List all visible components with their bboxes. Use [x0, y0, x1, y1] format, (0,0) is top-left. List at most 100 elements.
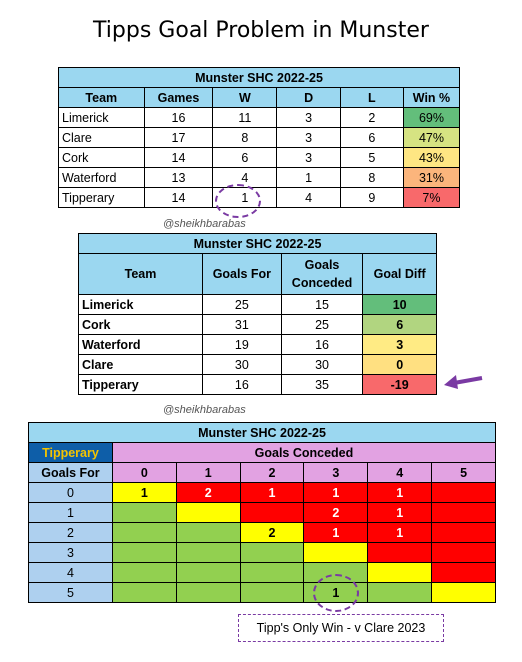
draws-cell: 3 — [276, 127, 341, 148]
x-tick-label: 5 — [431, 462, 496, 483]
heatmap-cell — [431, 522, 496, 543]
losses-cell: 8 — [339, 167, 404, 188]
heatmap-cell — [431, 542, 496, 563]
goals-conceded-header: Goals Conceded — [111, 442, 497, 463]
table-header-row: Team Goals For Goals Conceded Goal Diff — [77, 253, 437, 295]
table-row: Clare 30 30 0 — [77, 354, 437, 375]
wins-cell: 11 — [212, 107, 278, 128]
heatmap-cell — [111, 582, 177, 603]
column-header: Team — [77, 253, 204, 295]
team-cell: Clare — [77, 354, 204, 375]
wins-cell: 6 — [212, 147, 278, 168]
heatmap-cell: 1 — [303, 522, 369, 543]
y-tick-label: 1 — [28, 502, 113, 523]
x-tick-label: 4 — [367, 462, 433, 483]
highlight-circle — [313, 574, 359, 612]
win-pct-cell: 7% — [402, 187, 461, 208]
heatmap-cell — [303, 542, 369, 563]
table-row: Tipperary 14 1 4 9 7% — [58, 187, 461, 208]
heatmap-cell — [367, 562, 433, 583]
goals-conceded-cell: 15 — [280, 294, 364, 315]
heatmap-cell: 2 — [175, 482, 241, 503]
heatmap-cell — [431, 482, 496, 503]
heatmap-cell — [111, 562, 177, 583]
team-cell: Limerick — [58, 107, 145, 128]
column-header: L — [339, 87, 404, 108]
heatmap-cell: 1 — [367, 482, 433, 503]
heatmap-cell — [431, 562, 496, 583]
win-pct-cell: 31% — [402, 167, 461, 188]
games-cell: 16 — [143, 107, 214, 128]
team-cell: Waterford — [77, 334, 204, 355]
goal-diff-cell: 6 — [362, 314, 437, 335]
losses-cell: 5 — [339, 147, 404, 168]
column-header: D — [276, 87, 341, 108]
goal-difference-table: Munster SHC 2022-25 Team Goals For Goals C… — [77, 233, 437, 395]
heatmap-cell — [431, 502, 496, 523]
table-header-row: Team Games W D L Win % — [58, 87, 461, 108]
heatmap-cell — [303, 562, 369, 583]
draws-cell: 4 — [276, 187, 341, 208]
win-record-table: Munster SHC 2022-25 Team Games W D L Win % Li… — [58, 67, 461, 208]
goals-for-cell: 16 — [202, 374, 282, 395]
column-header: Team — [58, 87, 145, 108]
heatmap-cell: 1 — [239, 482, 305, 503]
games-cell: 14 — [143, 147, 214, 168]
team-cell: Clare — [58, 127, 145, 148]
goals-conceded-cell: 25 — [280, 314, 364, 335]
table-title: Munster SHC 2022-25 — [78, 233, 437, 254]
table-row: Cork 14 6 3 5 43% — [58, 147, 461, 168]
table-row: Waterford 13 4 1 8 31% — [58, 167, 461, 188]
table-row: 4 — [28, 562, 496, 583]
column-header: Games — [143, 87, 214, 108]
table-title: Munster SHC 2022-25 — [58, 67, 460, 88]
heatmap-cell — [175, 582, 241, 603]
goal-diff-cell: 10 — [362, 294, 437, 315]
table-row: 3 — [28, 542, 496, 563]
goal-diff-cell: 3 — [362, 334, 437, 355]
column-header: Win % — [402, 87, 461, 108]
page-title: Tipps Goal Problem in Munster — [93, 18, 429, 43]
heatmap-cell — [431, 582, 496, 603]
x-tick-label: 1 — [175, 462, 241, 483]
heatmap-cell — [367, 582, 433, 603]
table-row: Waterford 19 16 3 — [77, 334, 437, 355]
heatmap-cell — [111, 542, 177, 563]
table-row: Cork 31 25 6 — [77, 314, 437, 335]
y-tick-label: 3 — [28, 542, 113, 563]
x-tick-label: 2 — [239, 462, 305, 483]
heatmap-cell — [239, 562, 305, 583]
goals-conceded-cell: 35 — [280, 374, 364, 395]
losses-cell: 9 — [339, 187, 404, 208]
heatmap-cell: 2 — [239, 522, 305, 543]
heatmap-cell — [175, 522, 241, 543]
losses-cell: 2 — [339, 107, 404, 128]
x-tick-label: 0 — [111, 462, 177, 483]
table-row: Limerick 16 11 3 2 69% — [58, 107, 461, 128]
y-tick-label: 2 — [28, 522, 113, 543]
goals-for-cell: 19 — [202, 334, 282, 355]
heatmap-cell: 1 — [303, 482, 369, 503]
goals-for-cell: 30 — [202, 354, 282, 375]
wins-cell: 8 — [212, 127, 278, 148]
losses-cell: 6 — [339, 127, 404, 148]
heatmap-cell: 2 — [303, 502, 369, 523]
column-header: Goals For — [202, 253, 282, 295]
games-cell: 13 — [143, 167, 214, 188]
heatmap-cell — [111, 522, 177, 543]
goals-for-cell: 31 — [202, 314, 282, 335]
arrow-icon — [444, 375, 483, 389]
team-cell: Cork — [77, 314, 204, 335]
goal-diff-cell: 0 — [362, 354, 437, 375]
team-cell: Cork — [58, 147, 145, 168]
table-row: Clare 17 8 3 6 47% — [58, 127, 461, 148]
team-cell: Tipperary — [77, 374, 204, 395]
team-cell: Waterford — [58, 167, 145, 188]
annotation-callout: Tipp's Only Win - v Clare 2023 — [238, 614, 444, 642]
column-header: Goal Diff — [362, 253, 437, 295]
table-title: Munster SHC 2022-25 — [28, 422, 496, 443]
y-tick-label: 0 — [28, 482, 113, 503]
score-matrix-table: Munster SHC 2022-25 Tipperary Goals Conc… — [28, 422, 497, 603]
x-tick-label: 3 — [303, 462, 369, 483]
